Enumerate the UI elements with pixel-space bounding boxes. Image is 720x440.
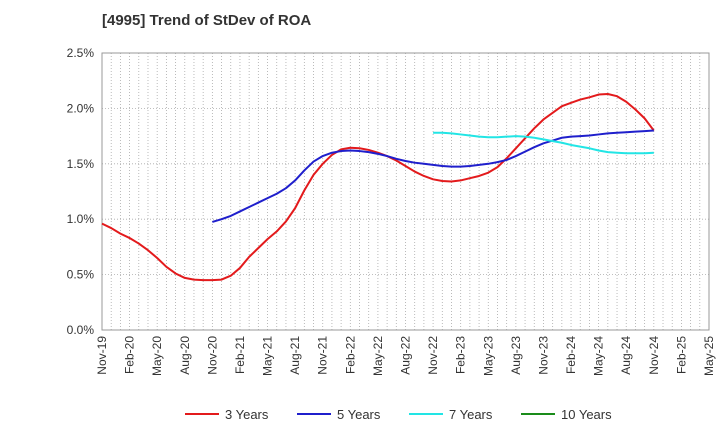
x-tick-label: May-25: [702, 336, 716, 376]
y-tick-label: 1.0%: [67, 212, 95, 226]
y-tick-label: 1.5%: [67, 157, 95, 171]
plot-frame: [101, 52, 710, 331]
x-tick-label: Feb-25: [674, 336, 688, 374]
x-tick-label: Nov-20: [205, 336, 219, 375]
x-tick-label: Aug-24: [619, 336, 633, 375]
x-tick-label: Feb-20: [123, 336, 137, 374]
x-tick-label: May-21: [261, 336, 275, 376]
x-axis: Nov-19 Feb-20 May-20 Aug-20 Nov-20 Feb-21 May-…: [95, 336, 716, 376]
x-tick-label: Nov-24: [647, 336, 661, 375]
grid-lines: [102, 52, 709, 331]
x-tick-label: Nov-23: [536, 336, 550, 375]
x-tick-label: May-20: [150, 336, 164, 376]
x-tick-label: Aug-23: [509, 336, 523, 375]
x-tick-label: Feb-22: [343, 336, 357, 374]
y-axis: 0.0% 0.5% 1.0% 1.5% 2.0% 2.5%: [67, 46, 95, 337]
legend-label: 10 Years: [561, 407, 612, 422]
y-tick-label: 2.5%: [67, 46, 95, 60]
x-tick-label: May-23: [481, 336, 495, 376]
legend-label: 3 Years: [225, 407, 269, 422]
x-tick-label: Feb-23: [454, 336, 468, 374]
x-tick-label: Aug-21: [288, 336, 302, 375]
x-tick-label: Aug-20: [178, 336, 192, 375]
x-tick-label: Nov-22: [426, 336, 440, 375]
series-line: [101, 93, 655, 282]
x-tick-label: Nov-21: [316, 336, 330, 375]
series-lines: [101, 93, 655, 282]
series-line: [212, 129, 654, 223]
y-tick-label: 0.5%: [67, 268, 95, 282]
x-tick-label: Feb-24: [564, 336, 578, 374]
y-tick-label: 0.0%: [67, 323, 95, 337]
x-tick-label: Nov-19: [95, 336, 109, 375]
legend-label: 5 Years: [337, 407, 381, 422]
x-tick-label: May-24: [592, 336, 606, 376]
y-tick-label: 2.0%: [67, 101, 95, 115]
legend-label: 7 Years: [449, 407, 493, 422]
x-tick-label: Feb-21: [233, 336, 247, 374]
x-tick-label: Aug-22: [399, 336, 413, 375]
x-tick-label: May-22: [371, 336, 385, 376]
series-line: [433, 131, 654, 155]
chart-title: [4995] Trend of StDev of ROA: [102, 12, 312, 29]
legend: 3 Years 5 Years 7 Years 10 Years: [185, 407, 612, 422]
